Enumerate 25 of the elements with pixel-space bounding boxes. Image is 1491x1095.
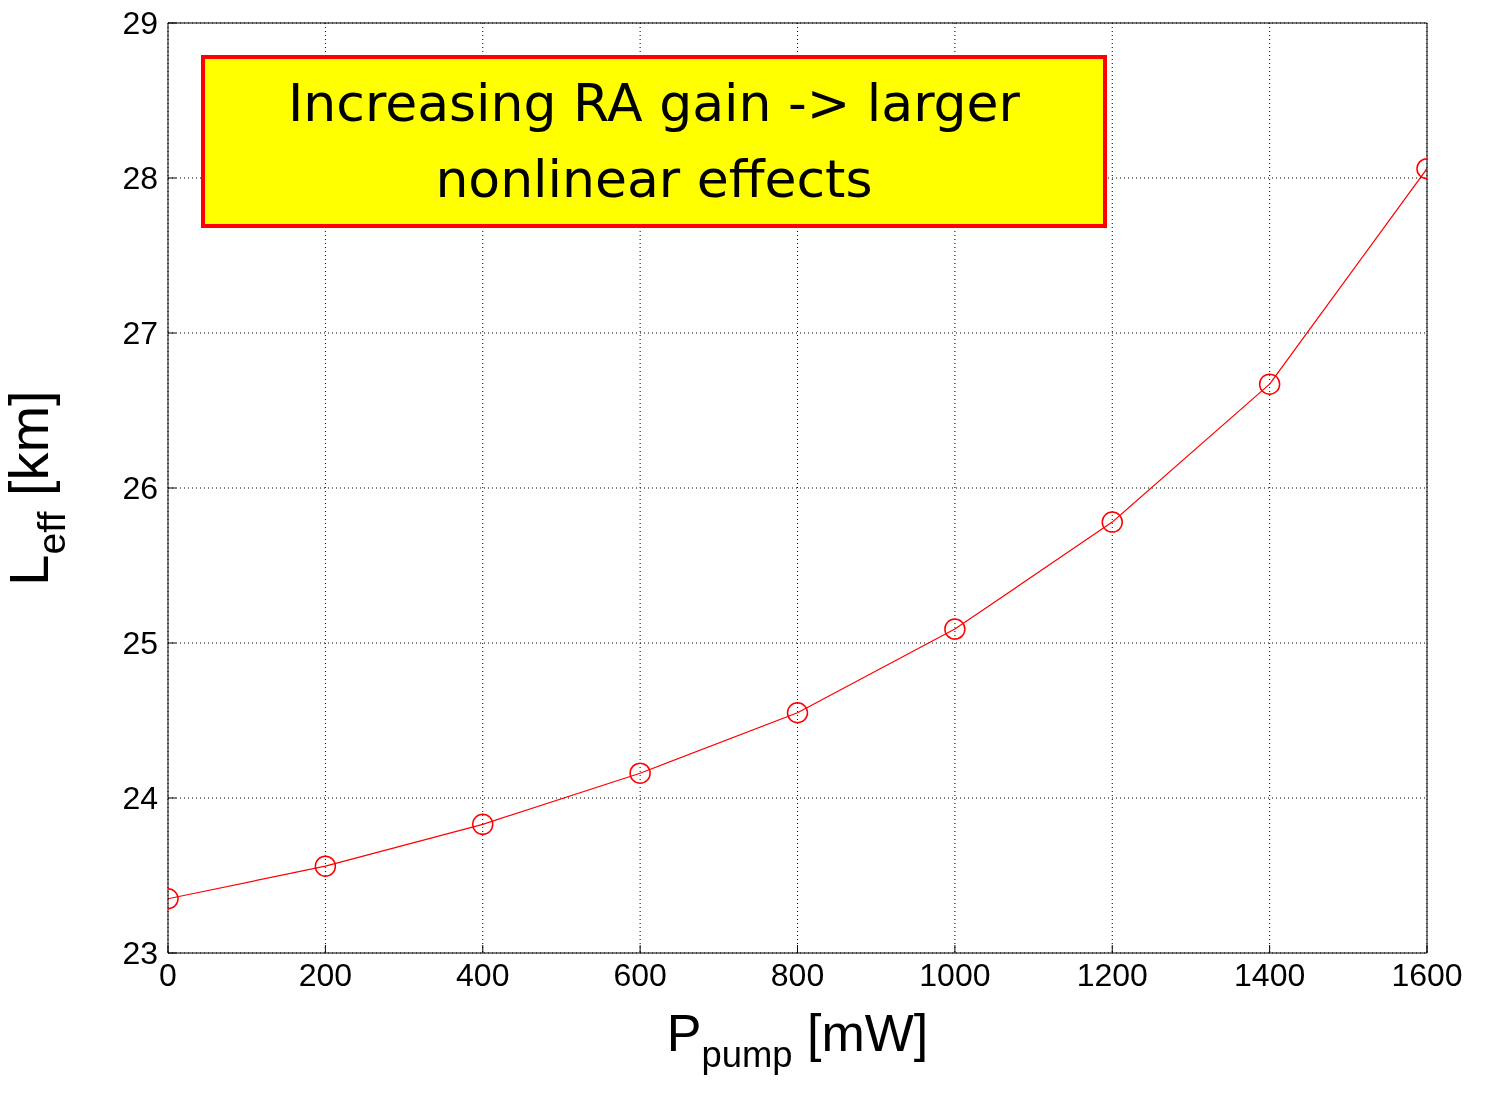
y-tick-label: 28 [122, 160, 158, 197]
x-tick-label: 0 [159, 956, 177, 993]
point [1258, 373, 1281, 395]
x-tick-label: 800 [770, 956, 825, 993]
y-tick-label: 29 [122, 5, 158, 42]
x-tick-label: 1600 [1391, 956, 1463, 993]
x-tick-label: 1000 [919, 956, 991, 993]
point [629, 762, 651, 784]
y-tick-label: 27 [122, 315, 158, 352]
y-tick-label: 24 [122, 780, 158, 817]
point [1101, 511, 1123, 533]
x-tick-label: 600 [613, 956, 667, 993]
callout-box: Increasing RA gain -> larger nonlinear effects [201, 55, 1107, 228]
x-tick-label: 200 [298, 956, 353, 993]
x-tick-label: 1400 [1234, 956, 1306, 993]
y-tick-label: 26 [122, 470, 158, 507]
x-axis-title: P$_{pump}$ [mW] [666, 1004, 929, 1075]
y-tick-label: 25 [122, 625, 158, 662]
x-tick-label: 1200 [1076, 956, 1148, 993]
point [472, 813, 494, 836]
x-tick-label: 400 [456, 956, 510, 993]
point [786, 702, 809, 724]
y-tick-label: 23 [122, 935, 158, 972]
point [944, 618, 966, 640]
point [314, 855, 337, 877]
